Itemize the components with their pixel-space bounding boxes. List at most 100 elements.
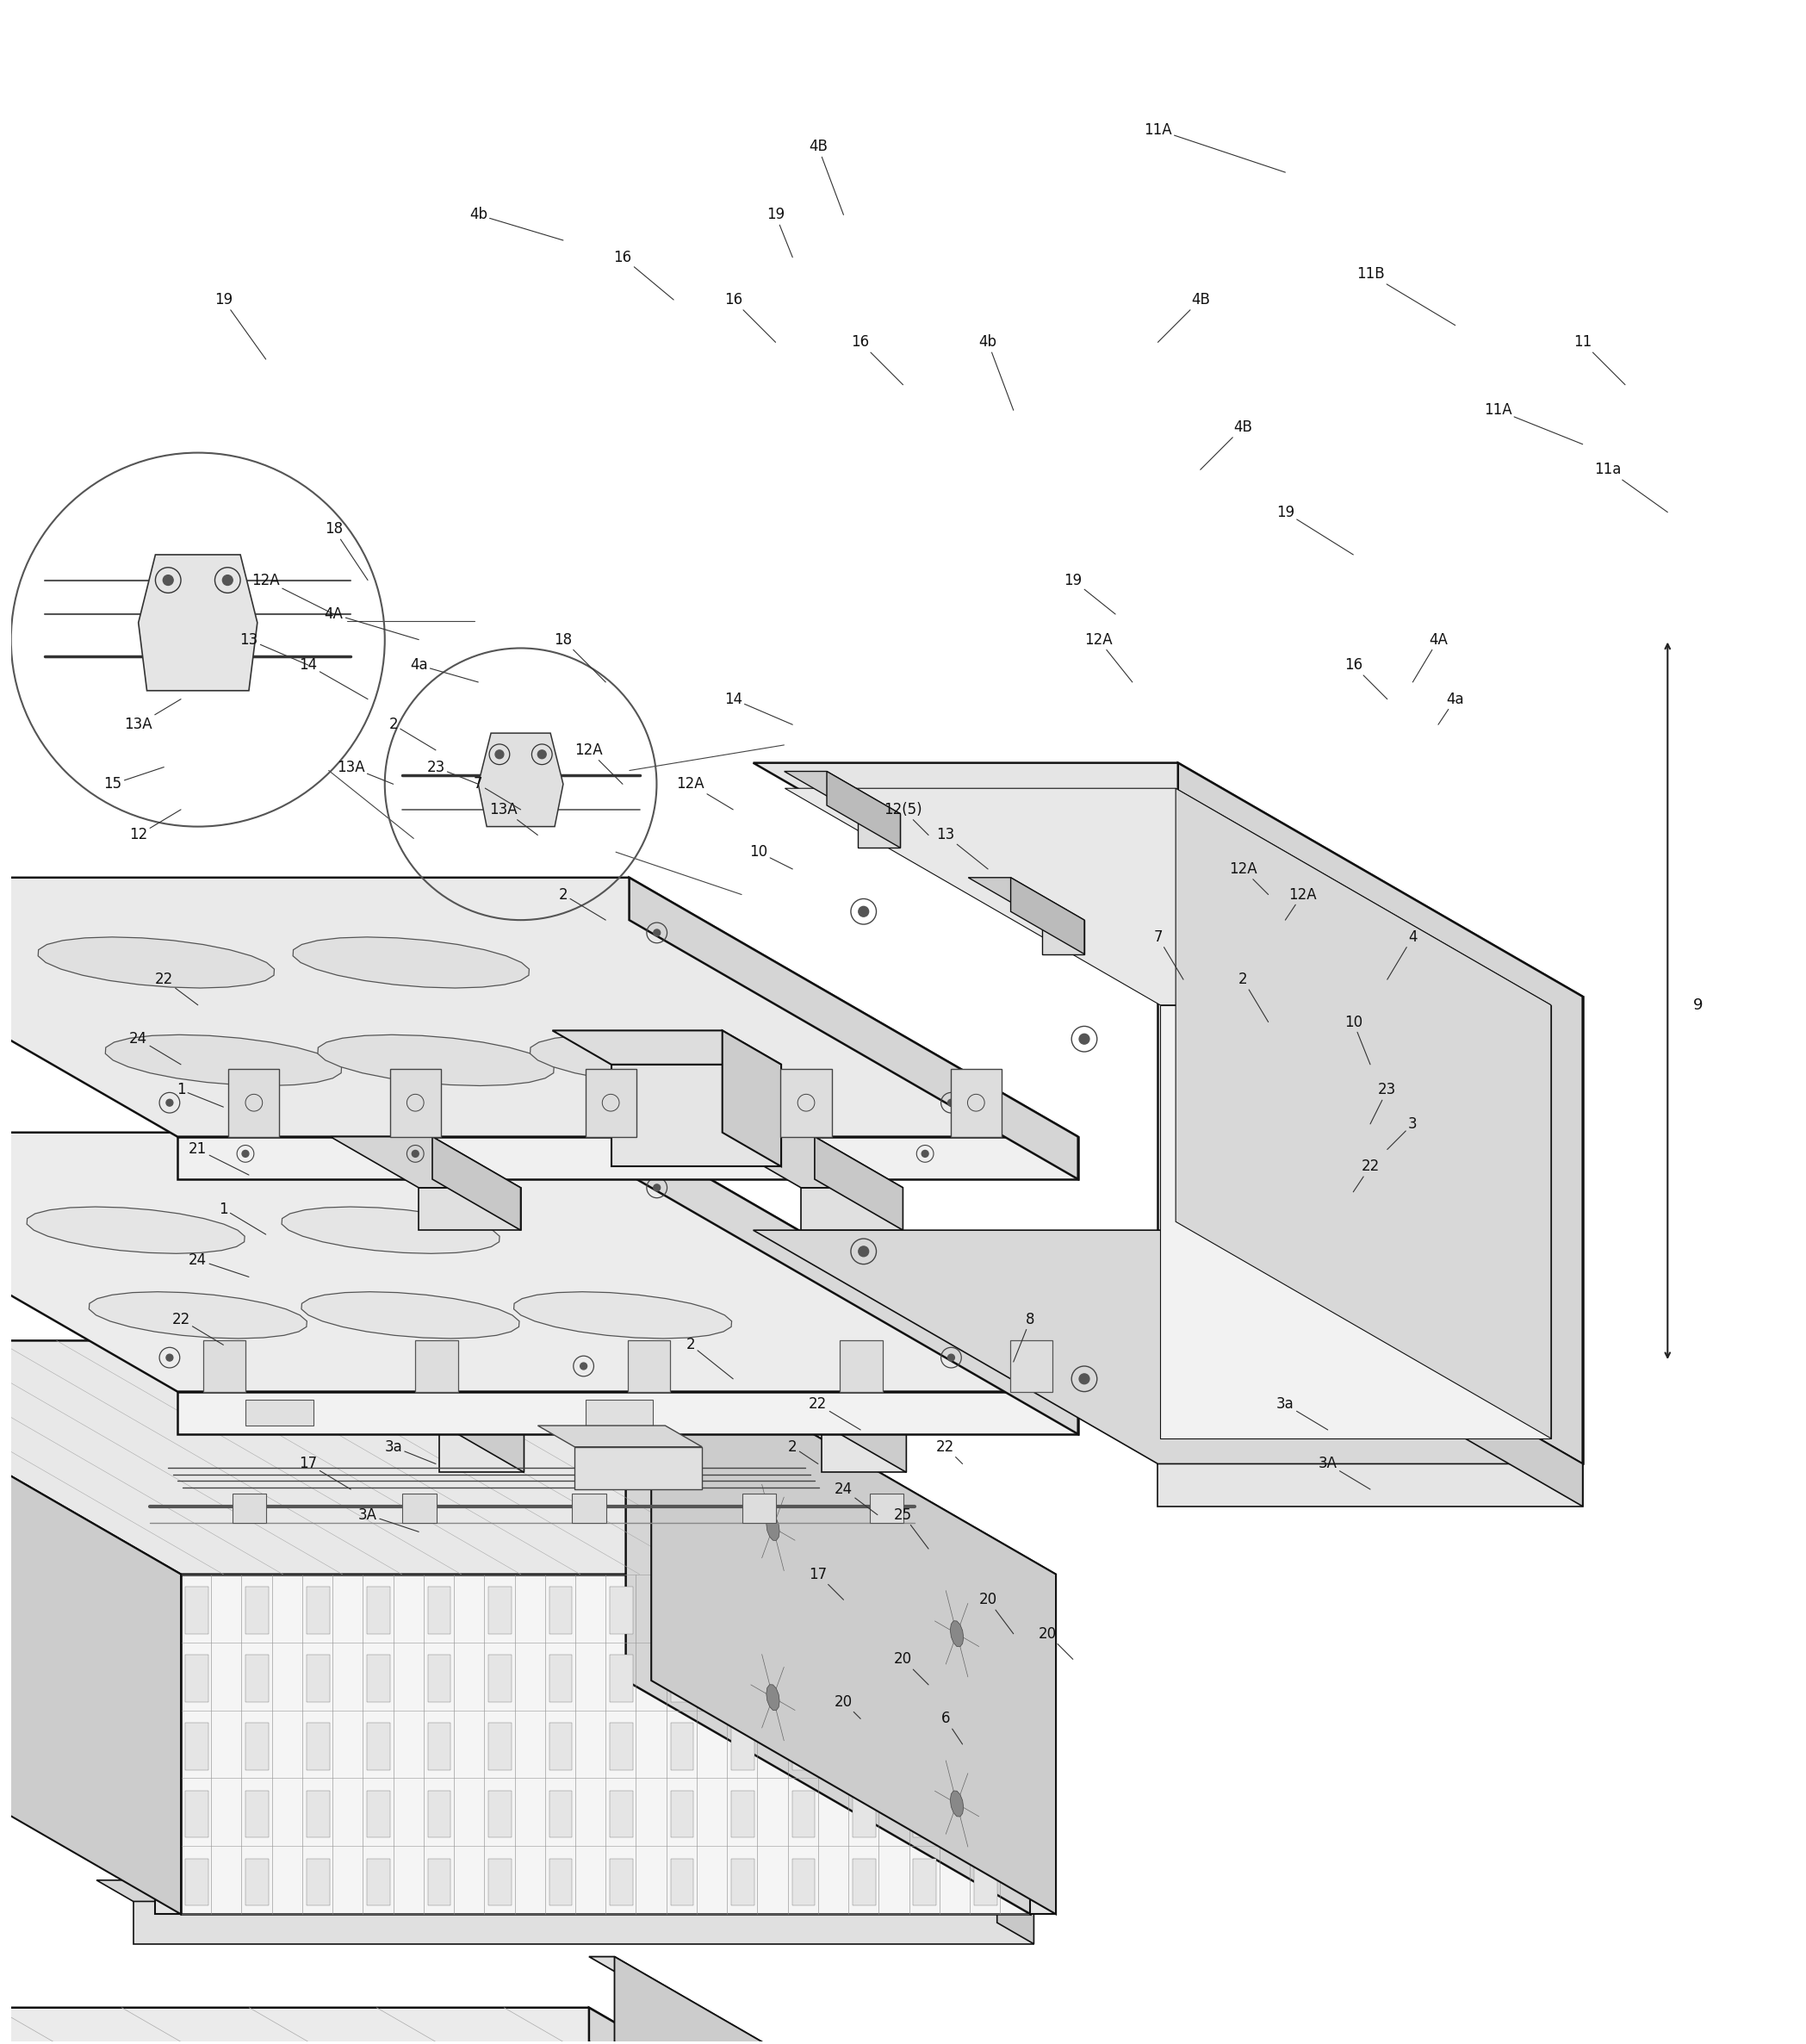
- Polygon shape: [1176, 789, 1551, 1439]
- Text: 24: 24: [190, 1253, 249, 1278]
- Text: 3a: 3a: [385, 1439, 435, 1464]
- Polygon shape: [0, 1341, 181, 1574]
- Polygon shape: [88, 1292, 307, 1339]
- Text: 4a: 4a: [410, 658, 479, 683]
- Text: 4b: 4b: [979, 335, 1013, 411]
- Polygon shape: [415, 1341, 457, 1392]
- Polygon shape: [367, 1723, 390, 1770]
- Polygon shape: [870, 1494, 903, 1523]
- Text: 4A: 4A: [1412, 632, 1448, 683]
- Polygon shape: [367, 1858, 390, 1905]
- Polygon shape: [307, 1723, 329, 1770]
- Text: 2: 2: [787, 1439, 818, 1464]
- Polygon shape: [513, 1292, 731, 1339]
- Text: 9: 9: [1692, 997, 1703, 1012]
- Text: 4B: 4B: [809, 139, 843, 215]
- Polygon shape: [610, 1656, 632, 1703]
- Text: 13A: 13A: [489, 801, 538, 836]
- Text: 18: 18: [325, 521, 368, 580]
- Polygon shape: [731, 1723, 755, 1770]
- Polygon shape: [549, 1656, 573, 1703]
- Polygon shape: [973, 1791, 997, 1838]
- Polygon shape: [186, 1723, 208, 1770]
- Polygon shape: [233, 1494, 267, 1523]
- Polygon shape: [670, 1791, 694, 1838]
- Text: 11: 11: [1573, 335, 1625, 384]
- Polygon shape: [1178, 762, 1582, 1464]
- Text: 20: 20: [1038, 1627, 1073, 1660]
- Polygon shape: [428, 1858, 452, 1905]
- Text: 20: 20: [834, 1694, 860, 1719]
- Polygon shape: [766, 1515, 780, 1541]
- Text: 14: 14: [724, 691, 793, 726]
- Text: 2: 2: [388, 717, 435, 750]
- Polygon shape: [852, 1791, 876, 1838]
- Polygon shape: [330, 1136, 520, 1188]
- Polygon shape: [428, 1723, 452, 1770]
- Text: 2: 2: [1239, 971, 1268, 1022]
- Text: 12: 12: [130, 809, 181, 842]
- Circle shape: [921, 1151, 928, 1157]
- Text: 10: 10: [1344, 1014, 1371, 1065]
- Polygon shape: [840, 1341, 883, 1392]
- Polygon shape: [246, 1656, 269, 1703]
- Circle shape: [222, 574, 233, 585]
- Text: 24: 24: [834, 1482, 878, 1515]
- Polygon shape: [282, 1206, 500, 1253]
- Polygon shape: [950, 1791, 963, 1817]
- Polygon shape: [574, 1447, 703, 1490]
- Text: 12A: 12A: [677, 777, 733, 809]
- Circle shape: [858, 905, 869, 916]
- Text: 13A: 13A: [336, 758, 394, 785]
- Polygon shape: [628, 1341, 670, 1392]
- Polygon shape: [585, 1069, 636, 1136]
- Text: 19: 19: [215, 292, 265, 360]
- Polygon shape: [105, 1034, 341, 1085]
- Polygon shape: [428, 1586, 452, 1633]
- Polygon shape: [815, 1136, 903, 1230]
- Circle shape: [580, 1363, 587, 1369]
- Polygon shape: [628, 1132, 1078, 1435]
- Polygon shape: [419, 1188, 520, 1230]
- Polygon shape: [367, 1791, 390, 1838]
- Text: 11a: 11a: [1595, 462, 1667, 513]
- Polygon shape: [968, 877, 1084, 920]
- Polygon shape: [0, 1684, 695, 1707]
- Text: 6: 6: [941, 1711, 963, 1744]
- Polygon shape: [302, 1292, 520, 1339]
- Polygon shape: [246, 1400, 314, 1425]
- Polygon shape: [1031, 1574, 1057, 1913]
- Text: 19: 19: [1277, 505, 1353, 554]
- Polygon shape: [246, 1586, 269, 1633]
- Polygon shape: [793, 1656, 815, 1703]
- Text: 4a: 4a: [1438, 691, 1465, 726]
- Polygon shape: [489, 1791, 511, 1838]
- Polygon shape: [822, 1431, 907, 1472]
- Polygon shape: [731, 1586, 755, 1633]
- Circle shape: [242, 1151, 249, 1157]
- Polygon shape: [403, 1494, 437, 1523]
- Polygon shape: [489, 1723, 511, 1770]
- Polygon shape: [914, 1723, 936, 1770]
- Polygon shape: [0, 1956, 181, 2044]
- Polygon shape: [1178, 1230, 1582, 1506]
- Polygon shape: [793, 1858, 815, 1905]
- Polygon shape: [432, 1136, 520, 1230]
- Circle shape: [163, 574, 173, 585]
- Polygon shape: [367, 1656, 390, 1703]
- Polygon shape: [659, 1684, 695, 1748]
- Text: 11A: 11A: [1485, 403, 1582, 444]
- Polygon shape: [731, 1858, 755, 1905]
- Polygon shape: [784, 771, 901, 814]
- Polygon shape: [0, 1956, 181, 2044]
- Polygon shape: [549, 1858, 573, 1905]
- Text: 12A: 12A: [574, 742, 623, 785]
- Polygon shape: [177, 1392, 1078, 1435]
- Polygon shape: [428, 1791, 452, 1838]
- Polygon shape: [246, 1858, 269, 1905]
- Polygon shape: [932, 1756, 981, 1852]
- Polygon shape: [0, 1132, 1078, 1392]
- Polygon shape: [827, 771, 901, 848]
- Polygon shape: [852, 1586, 876, 1633]
- Text: 13A: 13A: [125, 699, 181, 732]
